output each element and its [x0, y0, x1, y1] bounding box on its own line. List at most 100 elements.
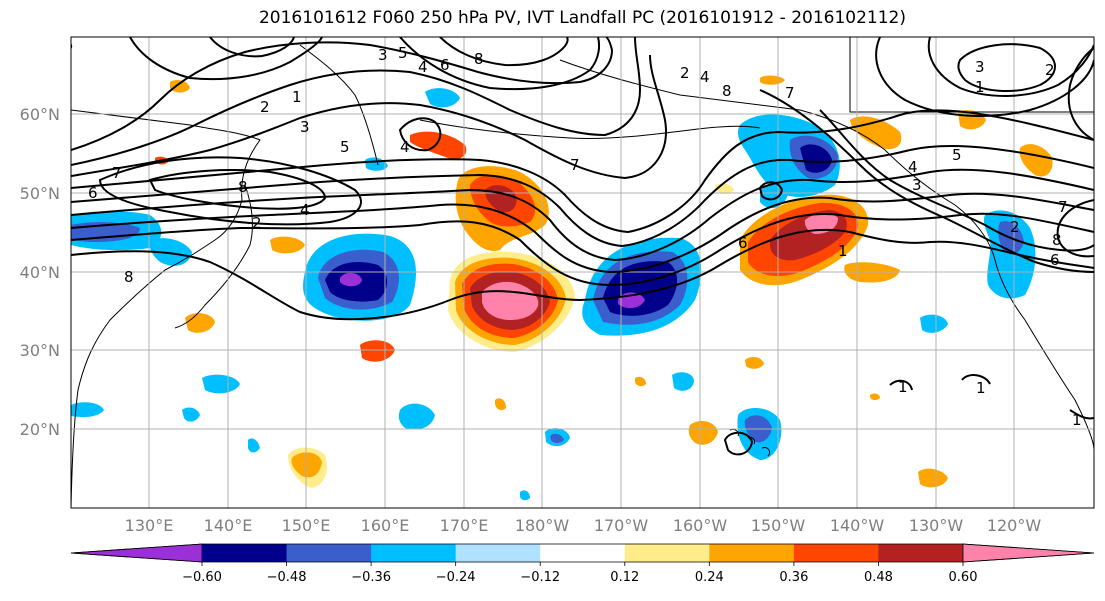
contour-label: 4 — [908, 158, 918, 176]
lon-label-180w: 180°W — [515, 516, 570, 535]
pv-contour-small-5 — [398, 117, 442, 152]
map-frame — [70, 36, 1095, 509]
lon-label-170e: 170°E — [440, 516, 489, 535]
pv-contour-4 — [71, 168, 1094, 262]
contour-label: 5 — [952, 146, 962, 164]
negative-anomaly-scattered — [71, 314, 948, 501]
pv-contour-small-2 — [961, 374, 991, 385]
contour-label: 8 — [722, 82, 732, 100]
contour-label: 7 — [112, 164, 122, 182]
pv-contour-8 — [71, 37, 642, 166]
colorbar-tick-label: −0.48 — [267, 570, 307, 585]
contour-label: 7 — [1058, 198, 1068, 216]
contour-label: 6 — [440, 56, 450, 74]
colorbar-segment — [793, 544, 879, 562]
lon-label-140w: 140°W — [830, 516, 885, 535]
lat-label-50n: 50°N — [20, 184, 60, 203]
contour-label: 2 — [1010, 218, 1020, 236]
pv-contour-small-4 — [1069, 409, 1094, 420]
colorbar-ticks: −0.60 −0.48 −0.36 −0.24 −0.12 0.12 0.24 0.36 0.4… — [182, 562, 977, 585]
negative-anomaly-central-pacific — [582, 237, 702, 336]
contour-label: 2 — [680, 64, 690, 82]
colorbar-tick-label: −0.60 — [182, 570, 222, 585]
lon-label-170w: 170°W — [594, 516, 649, 535]
contour-label: 3 — [378, 46, 388, 64]
contour-label: 4 — [700, 68, 710, 86]
lon-label-130e: 130°E — [125, 516, 174, 535]
colorbar-segment — [878, 544, 964, 562]
contour-label: 6 — [738, 234, 748, 252]
contour-label: 4 — [300, 201, 310, 219]
colorbar-segment — [624, 544, 710, 562]
lon-label-120w: 120°W — [987, 516, 1042, 535]
contour-label: 4 — [400, 138, 410, 156]
contour-label: 7 — [570, 156, 580, 174]
latitude-labels: 60°N 50°N 40°N 30°N 20°N — [20, 105, 60, 439]
contour-label: 7 — [785, 84, 795, 102]
pv-contour-11 — [209, 37, 295, 58]
pv-contour-12 — [399, 37, 600, 91]
asia-coastline — [71, 109, 261, 508]
lon-label-130w: 130°W — [909, 516, 964, 535]
pv-contour-21 — [1067, 47, 1094, 141]
pv-contour-1 — [71, 228, 1094, 321]
positive-anomaly-scattered — [155, 80, 948, 488]
colorbar-segment — [70, 543, 203, 563]
pv-contour-9 — [71, 37, 614, 151]
contour-label: 6 — [1050, 251, 1060, 269]
contour-label: 1 — [1072, 411, 1082, 429]
kamchatka-coastline — [299, 44, 379, 166]
contour-label: 2 — [252, 214, 262, 232]
lon-label-160w: 160°W — [673, 516, 728, 535]
contour-label: 5 — [398, 44, 408, 62]
contour-labels: 1 2 3 5 4 7 6 8 4 2 8 3 5 4 6 8 7 8 4 2 … — [64, 36, 1082, 429]
contour-label: 3 — [912, 176, 922, 194]
colorbar-tick-label: 0.36 — [779, 570, 808, 585]
contour-label: 4 — [418, 58, 428, 76]
contour-label: 8 — [124, 268, 134, 286]
pv-contour-10 — [129, 37, 323, 81]
colorbar-segment — [709, 544, 795, 562]
map-title: 2016101612 F060 250 hPa PV, IVT Landfall… — [258, 8, 906, 28]
lat-label-60n: 60°N — [20, 105, 60, 124]
colorbar-segment — [540, 544, 626, 562]
lon-label-150e: 150°E — [282, 516, 331, 535]
contour-label: 5 — [64, 36, 74, 54]
contour-label: 1 — [292, 88, 302, 106]
contour-label: 3 — [300, 118, 310, 136]
pv-contour-15 — [148, 169, 327, 210]
colorbar-tick-label: 0.12 — [610, 570, 639, 585]
colorbar-tick-label: 0.24 — [695, 570, 724, 585]
aleutian-chain — [419, 119, 761, 139]
lon-label-140e: 140°E — [204, 516, 253, 535]
contour-label: 1 — [975, 78, 985, 96]
coastlines — [71, 37, 1094, 508]
contour-label: 1 — [838, 242, 848, 260]
contour-label: 5 — [340, 138, 350, 156]
pv-contour-18 — [957, 43, 1056, 93]
lat-label-40n: 40°N — [20, 263, 60, 282]
colorbar-tick-label: −0.36 — [351, 570, 391, 585]
colorbar-segment — [455, 544, 541, 562]
colorbar-tick-label: −0.24 — [436, 570, 476, 585]
pv-contour-small-6 — [758, 181, 784, 201]
pv-contour-5 — [71, 145, 1094, 248]
colorbar-tick-label: −0.12 — [520, 570, 560, 585]
contour-label: 8 — [238, 178, 248, 196]
colorbar-segment — [371, 544, 457, 562]
lat-label-30n: 30°N — [20, 341, 60, 360]
pv-contour-small-3 — [889, 379, 913, 391]
contour-label: 3 — [975, 58, 985, 76]
ivt-shading — [71, 75, 1053, 501]
colorbar-tick-label: 0.48 — [864, 570, 893, 585]
contour-label: 1 — [976, 379, 986, 397]
pv-contour-16 — [875, 37, 1094, 117]
colorbar-segment — [286, 544, 372, 562]
contour-label: 8 — [474, 50, 484, 68]
pv-contour-14 — [98, 156, 362, 226]
colorbar-segments — [70, 543, 1095, 563]
contour-label: 2 — [1045, 61, 1055, 79]
lon-label-150w: 150°W — [751, 516, 806, 535]
